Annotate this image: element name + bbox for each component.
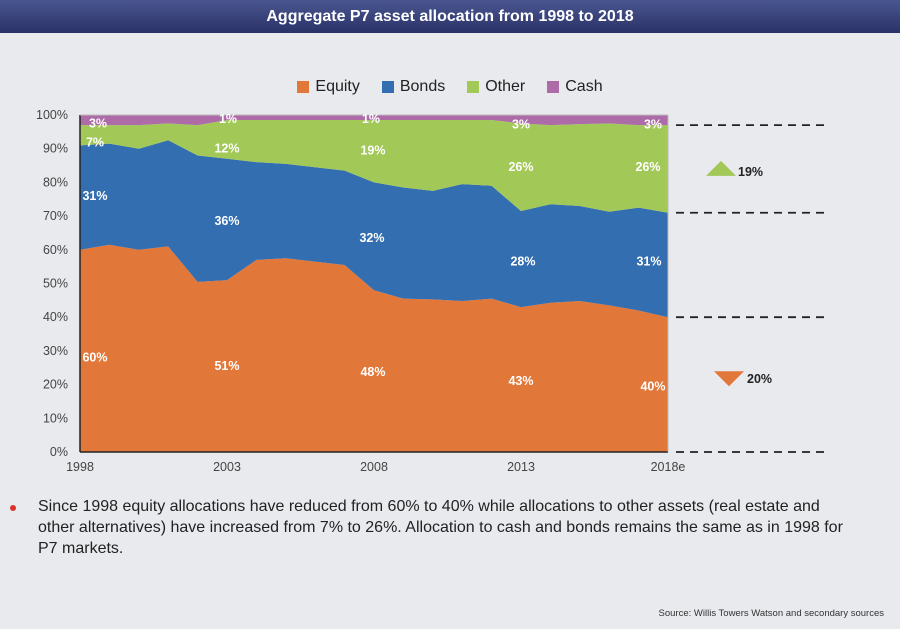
legend: Equity Bonds Other Cash bbox=[0, 78, 900, 96]
data-label-other-2013: 26% bbox=[508, 160, 533, 174]
data-label-other-2018: 26% bbox=[635, 160, 660, 174]
legend-swatch-cash bbox=[547, 81, 560, 93]
data-label-equity-2018: 40% bbox=[640, 379, 665, 393]
area-cash bbox=[80, 115, 668, 126]
x-tick-label: 2013 bbox=[507, 460, 535, 474]
y-tick-label: 60% bbox=[43, 243, 68, 257]
data-label-bonds-2013: 28% bbox=[510, 255, 535, 269]
y-tick-label: 20% bbox=[43, 378, 68, 392]
data-label-cash-2008: 1% bbox=[362, 112, 380, 126]
legend-item-other: Other bbox=[467, 78, 525, 96]
data-label-equity-1998: 60% bbox=[82, 351, 107, 365]
data-label-other-1998: 7% bbox=[86, 136, 104, 150]
legend-label-cash: Cash bbox=[565, 78, 603, 95]
y-tick-label: 10% bbox=[43, 411, 68, 425]
area-other bbox=[80, 120, 668, 213]
chart-title: Aggregate P7 asset allocation from 1998 … bbox=[266, 7, 634, 25]
area-equity bbox=[80, 244, 668, 452]
x-tick-label: 2003 bbox=[213, 460, 241, 474]
x-tick-label: 2018e bbox=[651, 460, 686, 474]
legend-label-other: Other bbox=[485, 78, 526, 95]
y-tick-label: 100% bbox=[36, 108, 68, 122]
data-label-cash-1998: 3% bbox=[89, 116, 107, 130]
data-label-equity-2008: 48% bbox=[360, 365, 385, 379]
data-label-equity-2003: 51% bbox=[214, 359, 239, 373]
chart-title-bar: Aggregate P7 asset allocation from 1998 … bbox=[0, 0, 900, 33]
legend-item-equity: Equity bbox=[297, 78, 360, 96]
y-tick-label: 80% bbox=[43, 175, 68, 189]
increase-label: 19% bbox=[738, 165, 763, 179]
data-label-bonds-2018: 31% bbox=[636, 255, 661, 269]
y-tick-label: 90% bbox=[43, 142, 68, 156]
decrease-label: 20% bbox=[747, 372, 772, 386]
legend-item-bonds: Bonds bbox=[381, 78, 446, 96]
data-label-other-2003: 12% bbox=[214, 142, 239, 156]
legend-swatch-equity bbox=[297, 81, 310, 93]
source-note: Source: Willis Towers Watson and seconda… bbox=[658, 608, 884, 619]
legend-item-cash: Cash bbox=[547, 78, 603, 96]
area-bonds bbox=[80, 140, 668, 318]
y-tick-label: 50% bbox=[43, 277, 68, 291]
data-label-cash-2013: 3% bbox=[512, 117, 530, 131]
data-label-bonds-1998: 31% bbox=[82, 189, 107, 203]
stacked-area-chart: 0% 10% 20% 30% 40% 50% 60% 70% 80% 90% 100% 1998 200… bbox=[36, 108, 826, 474]
increase-triangle-icon bbox=[706, 160, 736, 176]
note-bullet-icon bbox=[10, 505, 16, 511]
legend-swatch-other bbox=[467, 81, 480, 93]
data-label-bonds-2003: 36% bbox=[214, 214, 239, 228]
legend-label-bonds: Bonds bbox=[399, 78, 446, 95]
summary-note: Since 1998 equity allocations have reduc… bbox=[38, 498, 843, 557]
data-label-other-2008: 19% bbox=[360, 143, 385, 157]
y-tick-label: 30% bbox=[43, 344, 68, 358]
data-label-cash-2018: 3% bbox=[644, 117, 662, 131]
y-tick-label: 0% bbox=[50, 445, 68, 459]
data-label-equity-2013: 43% bbox=[508, 374, 533, 388]
y-tick-label: 40% bbox=[43, 310, 68, 324]
decrease-triangle-icon bbox=[714, 371, 744, 387]
legend-swatch-bonds bbox=[381, 81, 394, 93]
data-label-cash-2003: 1% bbox=[219, 112, 237, 126]
data-label-bonds-2008: 32% bbox=[359, 231, 384, 245]
legend-label-equity: Equity bbox=[315, 78, 360, 95]
x-tick-label: 1998 bbox=[66, 460, 94, 474]
y-tick-label: 70% bbox=[43, 209, 68, 223]
x-tick-label: 2008 bbox=[360, 460, 388, 474]
